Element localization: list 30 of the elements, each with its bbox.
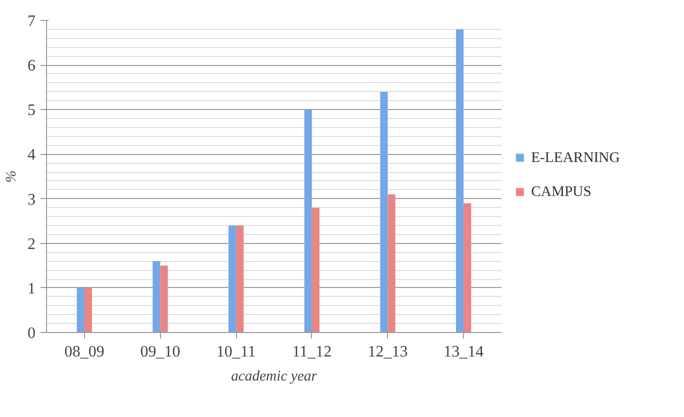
y-tick-label: 3 bbox=[28, 191, 36, 208]
y-tick-label: 0 bbox=[28, 325, 36, 342]
bar bbox=[160, 266, 168, 332]
y-tick-label: 4 bbox=[28, 146, 36, 164]
x-tick-label: 09_10 bbox=[140, 344, 180, 360]
x-tick-label: 12_13 bbox=[368, 344, 408, 360]
y-tick-label: 5 bbox=[28, 102, 36, 120]
y-axis-title: % bbox=[4, 170, 20, 183]
bar bbox=[228, 226, 236, 332]
y-tick-label: 2 bbox=[28, 236, 36, 253]
legend-label: E-LEARNING bbox=[531, 150, 620, 166]
bar bbox=[388, 194, 396, 332]
bar bbox=[152, 261, 160, 332]
y-tick-label: 1 bbox=[28, 280, 36, 298]
bar bbox=[76, 288, 84, 332]
x-axis-title: academic year bbox=[231, 368, 318, 384]
bar bbox=[84, 288, 92, 332]
bar bbox=[456, 29, 464, 332]
legend-label: CAMPUS bbox=[531, 184, 592, 200]
x-tick-label: 13_14 bbox=[444, 344, 484, 360]
bar bbox=[236, 226, 244, 332]
bar bbox=[380, 92, 388, 332]
x-tick-label: 11_12 bbox=[292, 344, 332, 360]
y-tick-label: 7 bbox=[28, 13, 36, 30]
bar bbox=[312, 208, 320, 332]
y-tick-label: 6 bbox=[28, 58, 36, 75]
x-tick-label: 10_11 bbox=[216, 344, 256, 360]
x-tick-label: 08_09 bbox=[64, 344, 104, 360]
bar bbox=[304, 110, 312, 332]
bar bbox=[464, 203, 472, 332]
